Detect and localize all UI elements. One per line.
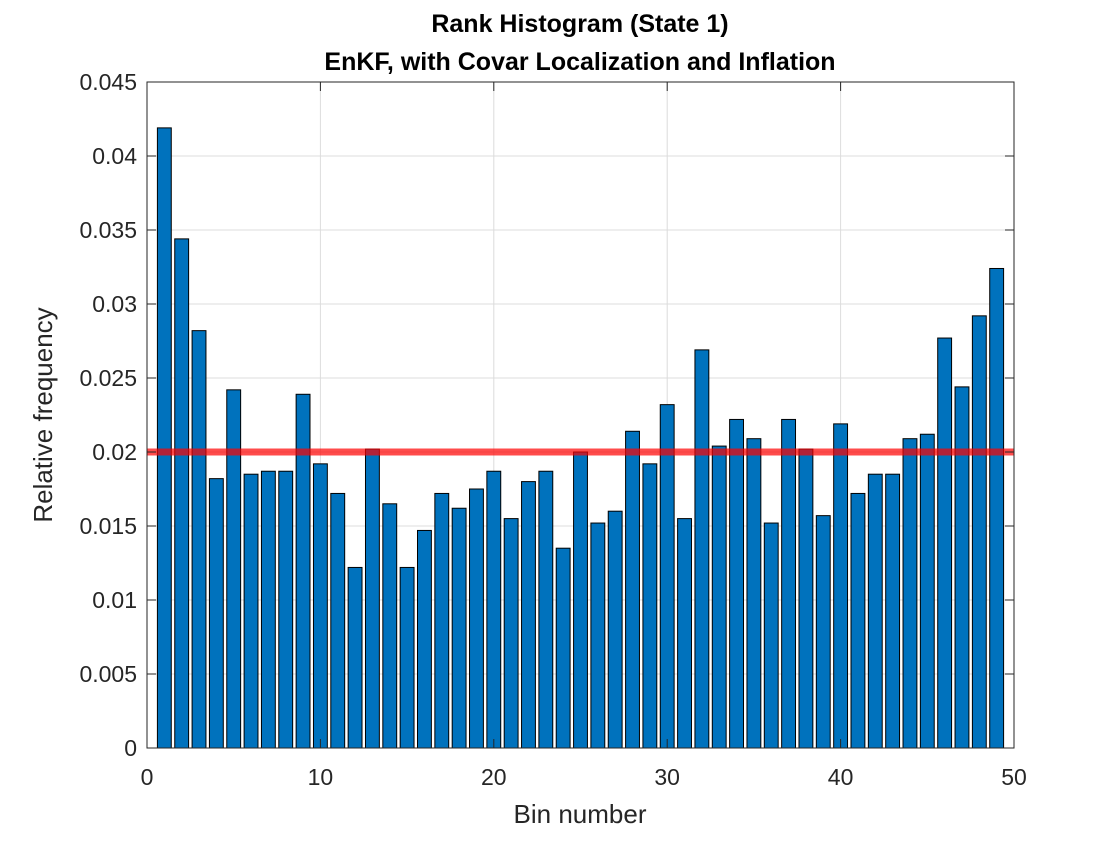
- y-tick-label: 0.03: [92, 291, 137, 317]
- bar-bin-39: [815, 515, 831, 749]
- bar-bin-1: [156, 127, 172, 749]
- bar-bin-16: [417, 529, 432, 749]
- chart-title-line-2: EnKF, with Covar Localization and Inflat…: [324, 48, 835, 76]
- bar-bin-24: [555, 547, 571, 749]
- bar-bin-6: [243, 473, 259, 749]
- bar-bin-48: [971, 315, 987, 749]
- y-tick-label: 0.015: [79, 513, 137, 539]
- bar-bin-10: [312, 463, 328, 749]
- bar-bin-9: [295, 393, 311, 749]
- y-tick-label: 0.035: [79, 217, 137, 243]
- bar-bin-2: [174, 238, 190, 749]
- bar-bin-19: [469, 488, 484, 749]
- bar-bin-20: [486, 470, 502, 749]
- bar-bin-46: [937, 337, 953, 749]
- bar-bin-49: [989, 267, 1005, 749]
- bar-bin-34: [729, 418, 744, 749]
- x-tick-label: 10: [308, 764, 334, 790]
- chart-title-line-1: Rank Histogram (State 1): [431, 10, 728, 38]
- y-axis-label: Relative frequency: [28, 307, 58, 522]
- bar-bin-41: [850, 492, 866, 749]
- x-tick-label: 50: [1001, 764, 1027, 790]
- bar-bin-7: [260, 470, 276, 749]
- bar-bin-33: [711, 445, 727, 749]
- x-tick-labels: 0 10 20 30 40 50: [141, 764, 1027, 790]
- x-axis-label: Bin number: [514, 799, 647, 829]
- bar-bin-40: [833, 423, 849, 749]
- bar-bin-5: [226, 389, 242, 749]
- bar-bin-15: [399, 566, 415, 749]
- x-tick-label: 30: [654, 764, 680, 790]
- bar-bin-29: [642, 463, 658, 749]
- bar-bin-26: [590, 522, 606, 749]
- bar-bin-42: [867, 473, 883, 749]
- y-tick-label: 0: [124, 735, 137, 761]
- bar-bin-47: [954, 386, 970, 749]
- y-tick-label: 0.025: [79, 365, 137, 391]
- axis-ticks: [146, 81, 1015, 749]
- y-tick-labels: 0 0.005 0.01 0.015 0.02 0.025 0.03 0.035 0.04 0.0…: [79, 69, 137, 761]
- y-tick-label: 0.02: [92, 439, 137, 465]
- bar-bin-22: [521, 481, 536, 749]
- bar-bin-3: [191, 330, 207, 749]
- bar-series: [156, 127, 1005, 749]
- x-tick-label: 20: [481, 764, 507, 790]
- bar-bin-14: [382, 503, 398, 749]
- y-tick-label: 0.01: [92, 587, 137, 613]
- bar-bin-31: [677, 518, 692, 749]
- bar-bin-23: [538, 470, 554, 749]
- bar-bin-18: [451, 507, 467, 749]
- x-tick-label: 40: [828, 764, 854, 790]
- bar-bin-45: [919, 433, 935, 749]
- bar-bin-17: [434, 492, 450, 749]
- bar-bin-27: [607, 510, 623, 749]
- bar-bin-36: [763, 522, 779, 749]
- bar-bin-30: [659, 404, 675, 749]
- bar-bin-28: [625, 430, 640, 749]
- y-tick-label: 0.005: [79, 661, 137, 687]
- bar-bin-8: [278, 470, 294, 749]
- axes-box: [146, 81, 1015, 749]
- x-tick-label: 0: [141, 764, 154, 790]
- bar-bin-32: [694, 349, 710, 749]
- y-tick-label: 0.045: [79, 69, 137, 95]
- bar-bin-35: [746, 438, 762, 749]
- bar-bin-38: [798, 448, 814, 749]
- bar-bin-11: [330, 492, 346, 749]
- bar-bin-13: [364, 448, 380, 749]
- bar-bin-21: [503, 518, 519, 749]
- bar-bin-43: [885, 473, 901, 749]
- bar-bin-4: [208, 478, 224, 749]
- bar-bin-12: [347, 566, 363, 749]
- y-tick-label: 0.04: [92, 143, 137, 169]
- bar-bin-37: [781, 418, 797, 749]
- bar-bin-44: [902, 438, 918, 749]
- bar-bin-25: [573, 451, 588, 749]
